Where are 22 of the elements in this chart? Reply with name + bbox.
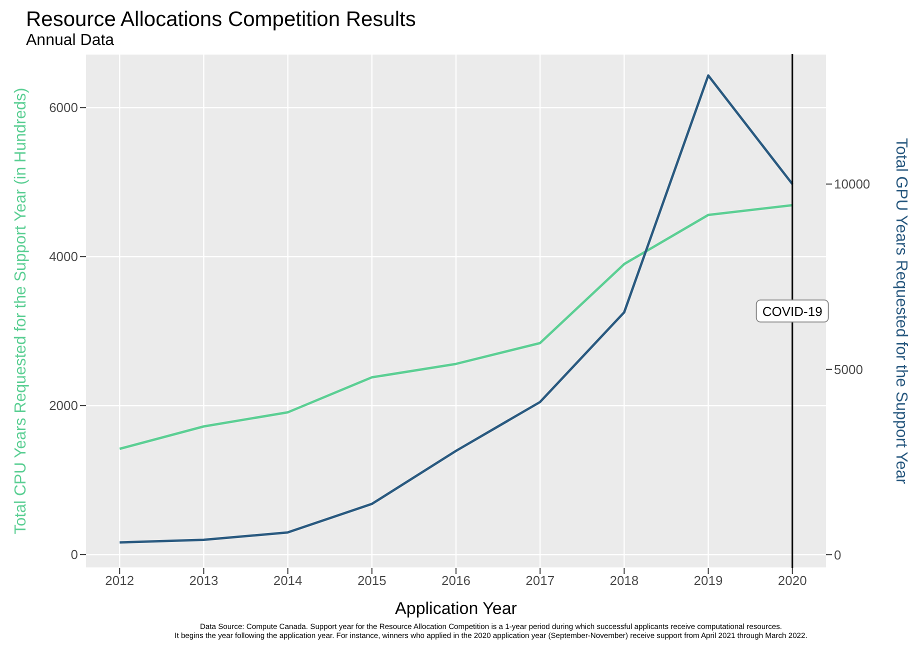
x-tick-label: 2020 bbox=[778, 573, 807, 588]
y-tick-label: 4000 bbox=[49, 249, 78, 264]
x-tick-label: 2017 bbox=[526, 573, 555, 588]
chart-subtitle: Annual Data bbox=[26, 32, 116, 50]
x-tick-label: 2019 bbox=[694, 573, 723, 588]
y-axis-title: Total CPU Years Requested for the Support Year (in Hundreds) bbox=[12, 88, 30, 534]
y2-tick-label: 5000 bbox=[834, 362, 863, 377]
x-tick-label: 2012 bbox=[105, 573, 134, 588]
y-tick-label: 0 bbox=[70, 547, 78, 562]
x-tick-label: 2016 bbox=[442, 573, 470, 588]
y2-axis-title: Total GPU Years Requested for the Support Year bbox=[892, 138, 910, 485]
x-axis-title: Application Year bbox=[395, 599, 518, 618]
x-tick-label: 2015 bbox=[357, 573, 386, 588]
ref-line-label: COVID-19 bbox=[762, 304, 822, 319]
y-tick-label: 2000 bbox=[49, 398, 78, 414]
x-tick-label: 2018 bbox=[610, 573, 639, 588]
x-tick-label: 2013 bbox=[189, 573, 218, 588]
y-tick-label: 6000 bbox=[49, 100, 78, 116]
x-tick-label: 2014 bbox=[273, 573, 302, 588]
y2-tick-label: 10000 bbox=[834, 176, 870, 192]
y2-tick-label: 0 bbox=[834, 547, 842, 562]
chart-title: Resource Allocations Competition Results bbox=[26, 8, 417, 32]
